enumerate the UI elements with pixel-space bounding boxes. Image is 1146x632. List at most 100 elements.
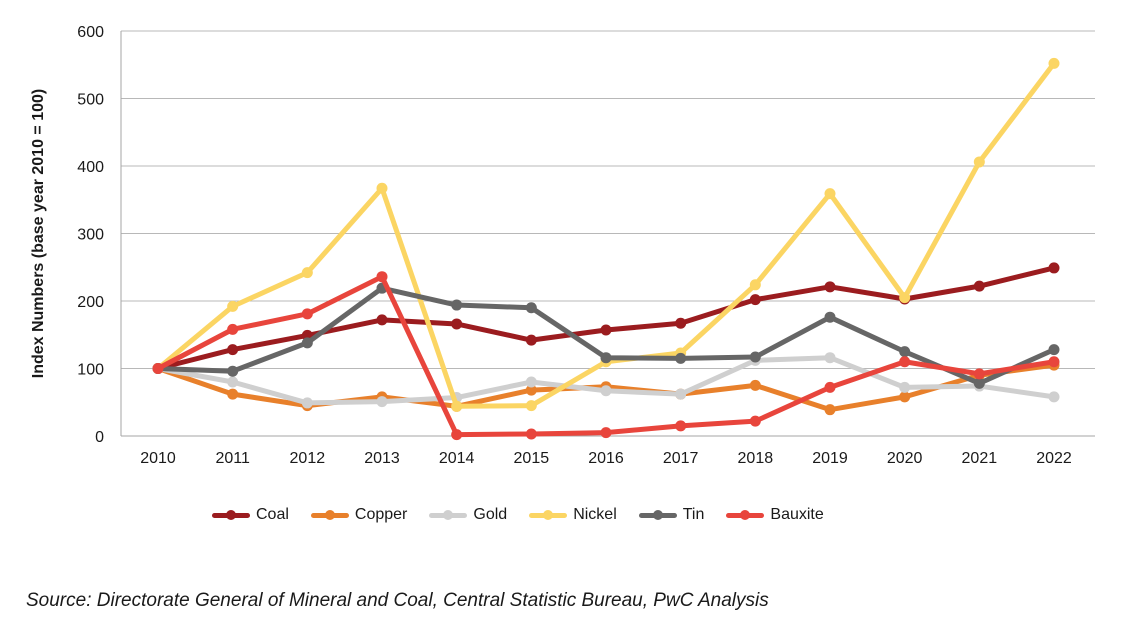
- legend-marker-icon: [443, 509, 454, 520]
- x-tick-label: 2018: [738, 450, 774, 467]
- data-point: [675, 352, 687, 364]
- legend-label: Gold: [473, 506, 508, 523]
- legend-label: Bauxite: [770, 506, 824, 523]
- data-point: [973, 156, 985, 168]
- data-point: [451, 429, 463, 441]
- data-point: [899, 346, 911, 358]
- data-point: [600, 352, 612, 364]
- data-point: [376, 396, 388, 408]
- data-point: [451, 318, 463, 330]
- data-point: [749, 379, 761, 391]
- data-point: [152, 363, 164, 374]
- data-point: [376, 271, 388, 283]
- legend-label: Copper: [354, 506, 408, 523]
- data-point: [451, 299, 463, 311]
- x-tick-label: 2017: [663, 450, 699, 467]
- data-point: [301, 308, 313, 320]
- data-point: [899, 356, 911, 368]
- data-point: [824, 188, 836, 200]
- data-point: [899, 391, 911, 403]
- data-point: [600, 324, 612, 336]
- y-tick-label: 100: [77, 362, 104, 379]
- series-bauxite: [152, 271, 1060, 441]
- data-point: [525, 302, 537, 314]
- legend-marker-icon: [652, 509, 663, 520]
- legend-label: Nickel: [573, 506, 617, 523]
- x-tick-label: 2019: [812, 450, 848, 467]
- data-point: [824, 404, 836, 416]
- data-point: [376, 314, 388, 326]
- data-point: [227, 323, 239, 335]
- x-tick-label: 2012: [290, 450, 326, 467]
- data-point: [973, 368, 985, 380]
- legend-item-gold: Gold: [429, 506, 507, 524]
- data-point: [525, 428, 537, 440]
- legend-marker-icon: [740, 509, 751, 520]
- data-point: [1048, 391, 1060, 403]
- data-point: [525, 376, 537, 388]
- x-tick-label: 2011: [215, 450, 250, 467]
- data-point: [899, 381, 911, 393]
- legend-item-copper: Copper: [310, 506, 408, 524]
- y-tick-label: 300: [77, 227, 104, 244]
- legend-swatch: [310, 509, 349, 520]
- legend-swatch: [429, 509, 468, 520]
- data-point: [227, 365, 239, 377]
- data-point: [376, 182, 388, 194]
- legend-swatch: [529, 509, 568, 520]
- data-point: [749, 415, 761, 427]
- data-point: [227, 388, 239, 400]
- data-point: [675, 388, 687, 400]
- legend-swatch: [638, 509, 677, 520]
- legend-marker-icon: [543, 509, 554, 520]
- x-tick-label: 2020: [887, 450, 923, 467]
- x-tick-label: 2015: [514, 450, 550, 467]
- y-tick-label: 400: [77, 159, 104, 176]
- x-tick-label: 2016: [588, 450, 624, 467]
- x-tick-label: 2021: [962, 450, 998, 467]
- legend-item-nickel: Nickel: [529, 506, 617, 524]
- data-point: [749, 294, 761, 306]
- data-point: [675, 317, 687, 329]
- x-tick-label: 2013: [364, 450, 400, 467]
- y-tick-label: 600: [77, 24, 104, 41]
- series-tin: [152, 282, 1060, 389]
- data-point: [525, 384, 537, 396]
- series-group: [152, 57, 1060, 441]
- data-point: [227, 376, 239, 388]
- data-point: [525, 400, 537, 412]
- legend-swatch: [212, 509, 250, 520]
- data-point: [525, 334, 537, 346]
- data-point: [1048, 344, 1060, 356]
- data-point: [899, 292, 911, 304]
- data-point: [227, 300, 239, 312]
- data-point: [1048, 356, 1060, 368]
- data-point: [824, 381, 836, 393]
- x-tick-label: 2022: [1036, 450, 1072, 467]
- legend-marker-icon: [324, 509, 335, 520]
- y-tick-label: 200: [77, 294, 104, 311]
- legend-item-bauxite: Bauxite: [726, 506, 824, 524]
- legend-label: Tin: [682, 506, 705, 523]
- data-point: [824, 352, 836, 364]
- data-point: [824, 311, 836, 323]
- data-point: [675, 420, 687, 432]
- data-point: [749, 279, 761, 291]
- y-tick-label: 0: [95, 429, 104, 446]
- data-point: [301, 337, 313, 349]
- source-note: Source: Directorate General of Mineral a…: [26, 590, 769, 611]
- data-point: [973, 280, 985, 292]
- x-axis-ticks: 2010 2011 2012 2013 2014 2015 2016 2017 2018 2019…: [140, 450, 1072, 467]
- legend-item-coal: Coal: [212, 506, 289, 524]
- data-point: [301, 397, 313, 409]
- data-point: [227, 344, 239, 356]
- data-point: [451, 400, 463, 412]
- x-tick-label: 2010: [140, 450, 176, 467]
- y-axis-label: Index Numbers (base year 2010 = 100): [30, 89, 47, 379]
- line-chart: 0 100 200 300 400 500 600 2010 2011 2012 2013 2014…: [30, 24, 1095, 467]
- y-axis-ticks: 0 100 200 300 400 500 600: [77, 24, 104, 446]
- data-point: [1048, 262, 1060, 274]
- data-point: [301, 267, 313, 279]
- data-point: [973, 377, 985, 389]
- x-tick-label: 2014: [439, 450, 475, 467]
